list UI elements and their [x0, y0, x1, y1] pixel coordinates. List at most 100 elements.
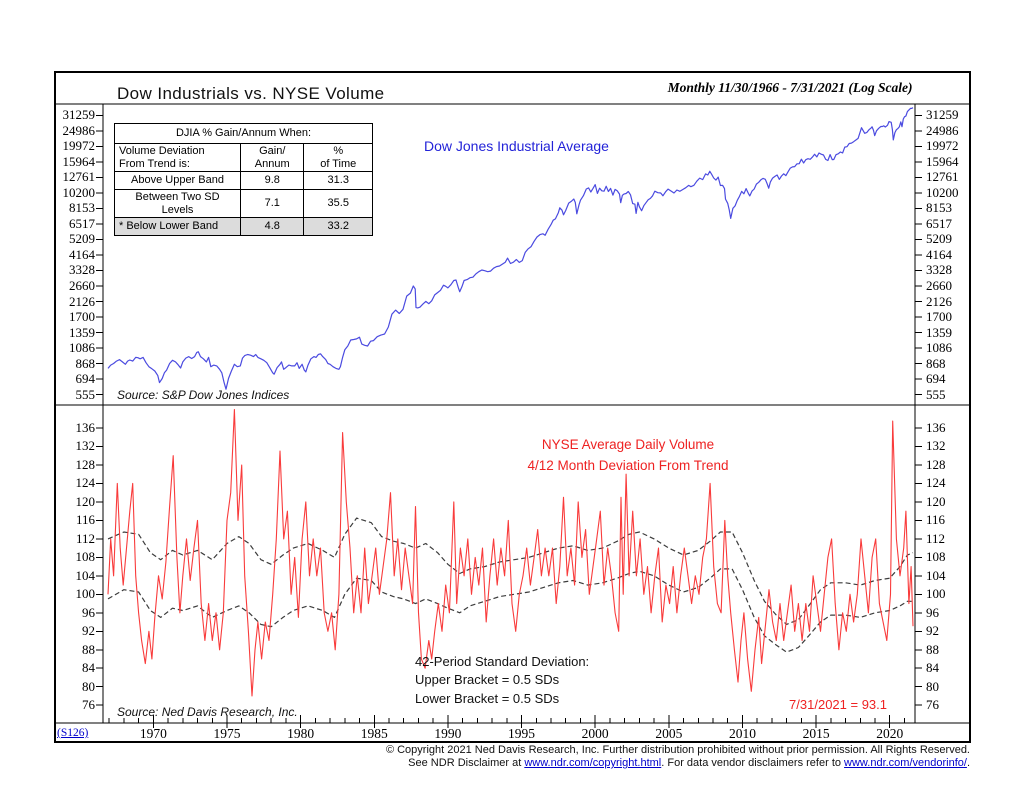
p2-y-tick-label: 100 — [926, 586, 946, 602]
x-year-label: 1970 — [139, 726, 167, 741]
table-row-highlighted: * Below Lower Band 4.8 33.2 — [114, 217, 373, 236]
col-header-gain: Gain/ Annum — [239, 143, 305, 172]
p2-y-tick-label: 128 — [926, 456, 946, 472]
disclaimer-line: See NDR Disclaimer at www.ndr.com/copyri… — [408, 757, 970, 769]
p1-y-tick-label: 2660 — [69, 277, 95, 293]
table-row: Above Upper Band 9.8 31.3 — [114, 171, 373, 190]
p1-y-tick-label: 15964 — [926, 153, 959, 169]
last-value-label: 7/31/2021 = 93.1 — [789, 697, 887, 712]
p2-y-tick-label: 80 — [82, 678, 95, 694]
chart-subtitle: Monthly 11/30/1966 - 7/31/2021 (Log Scal… — [667, 80, 913, 95]
x-year-label: 2005 — [655, 726, 683, 741]
p2-y-tick-label: 88 — [926, 641, 939, 657]
p1-y-tick-label: 2126 — [926, 293, 952, 309]
p1-y-tick-label: 555 — [75, 386, 96, 402]
p2-y-tick-label: 112 — [926, 530, 946, 546]
p2-y-tick-label: 136 — [75, 420, 96, 435]
p1-y-tick-label: 694 — [926, 371, 946, 387]
p1-y-tick-label: 4164 — [69, 246, 95, 262]
p2-y-tick-label: 92 — [82, 623, 95, 639]
p2-y-tick-label: 92 — [926, 623, 939, 639]
p1-y-tick-label: 10200 — [926, 184, 959, 200]
p1-y-tick-label: 1700 — [69, 309, 95, 325]
p2-y-tick-label: 104 — [926, 567, 946, 583]
p1-y-tick-label: 5209 — [69, 231, 95, 247]
p2-y-tick-label: 116 — [926, 512, 946, 528]
x-year-label: 2020 — [876, 726, 904, 741]
p2-y-tick-label: 96 — [82, 604, 95, 620]
p1-y-tick-label: 24986 — [926, 122, 959, 138]
sd-note-line2: Upper Bracket = 0.5 SDs — [415, 672, 560, 688]
p2-y-tick-label: 120 — [926, 493, 946, 509]
x-year-label: 1990 — [434, 726, 462, 741]
table-title-row: DJIA % Gain/Annum When: — [114, 123, 373, 144]
p1-y-tick-label: 555 — [926, 386, 946, 402]
p1-y-tick-label: 3328 — [926, 262, 952, 278]
p1-y-tick-label: 1359 — [69, 324, 95, 340]
sd-note: 42-Period Standard Deviation: Upper Brac… — [415, 653, 589, 708]
x-year-label: 1985 — [360, 726, 388, 741]
p1-y-tick-label: 31259 — [926, 107, 959, 123]
gain-annum-table: DJIA % Gain/Annum When: Volume Deviation… — [114, 123, 373, 236]
p2-y-tick-label: 124 — [926, 475, 946, 491]
lower-bracket-line — [107, 568, 913, 653]
p1-y-tick-label: 3328 — [69, 262, 95, 278]
p1-y-tick-label: 15964 — [62, 153, 96, 169]
p1-y-tick-label: 12761 — [62, 169, 96, 185]
p2-y-tick-label: 84 — [82, 660, 95, 676]
bottom-panel-source: Source: Ned Davis Research, Inc. — [117, 705, 298, 719]
p1-y-tick-label: 5209 — [926, 231, 952, 247]
vendorinfo-link[interactable]: www.ndr.com/vendorinfo/ — [844, 757, 967, 769]
p1-y-tick-label: 12761 — [926, 169, 959, 185]
row-label: Between Two SD Levels — [114, 189, 241, 218]
p1-y-tick-label: 1086 — [69, 340, 95, 356]
sd-note-line3: Lower Bracket = 0.5 SDs — [415, 690, 560, 706]
p2-y-tick-label: 112 — [75, 530, 95, 546]
x-year-label: 1995 — [508, 726, 536, 741]
row-label: * Below Lower Band — [114, 217, 241, 236]
p2-y-tick-label: 96 — [926, 604, 939, 620]
p1-y-tick-label: 1359 — [926, 324, 952, 340]
x-year-label: 1980 — [287, 726, 315, 741]
p2-y-tick-label: 108 — [75, 549, 96, 565]
p1-y-tick-label: 2660 — [926, 277, 952, 293]
row-gain: 7.1 — [239, 189, 305, 218]
p1-y-tick-label: 24986 — [62, 122, 96, 138]
djia-series-label: Dow Jones Industrial Average — [424, 138, 609, 154]
p1-y-tick-label: 2126 — [69, 293, 95, 309]
upper-bracket-line — [107, 517, 914, 626]
p1-y-tick-label: 6517 — [69, 215, 95, 231]
x-year-label: 2000 — [581, 726, 609, 741]
p1-y-tick-label: 868 — [75, 355, 96, 371]
col-header-pct-of-time: % of Time — [303, 143, 373, 172]
p1-y-tick-label: 19972 — [62, 138, 96, 154]
p1-y-tick-label: 4164 — [926, 246, 952, 262]
page-title: Dow Industrials vs. NYSE Volume — [117, 84, 385, 103]
p2-y-tick-label: 124 — [75, 475, 96, 491]
x-year-label: 1975 — [213, 726, 241, 741]
row-pct: 33.2 — [303, 217, 373, 236]
p1-y-tick-label: 31259 — [62, 107, 96, 123]
x-year-label: 2015 — [802, 726, 830, 741]
table-row: Between Two SD Levels 7.1 35.5 — [114, 189, 373, 218]
sd-note-line1: 42-Period Standard Deviation: — [415, 654, 590, 669]
p2-y-tick-label: 88 — [82, 641, 95, 657]
row-pct: 35.5 — [303, 189, 373, 218]
volume-deviation-line — [107, 408, 914, 697]
p2-y-tick-label: 120 — [75, 493, 96, 509]
p2-y-tick-label: 108 — [926, 549, 946, 565]
col-header-condition: Volume Deviation From Trend is: — [114, 143, 241, 172]
p2-y-tick-label: 76 — [926, 697, 939, 713]
chart-id-link[interactable]: (S126) — [57, 727, 89, 739]
p2-y-tick-label: 132 — [75, 438, 96, 454]
copyright-link[interactable]: www.ndr.com/copyright.html — [524, 757, 662, 769]
p2-y-tick-label: 84 — [926, 660, 939, 676]
p1-y-tick-label: 8153 — [926, 200, 952, 216]
p1-y-tick-label: 868 — [926, 355, 946, 371]
p1-y-tick-label: 19972 — [926, 138, 959, 154]
p1-y-tick-label: 1700 — [926, 309, 952, 325]
copyright-line: © Copyright 2021 Ned Davis Research, Inc… — [385, 744, 970, 756]
p2-y-tick-label: 128 — [75, 456, 96, 472]
row-pct: 31.3 — [303, 171, 373, 190]
p2-y-tick-label: 132 — [926, 438, 946, 454]
